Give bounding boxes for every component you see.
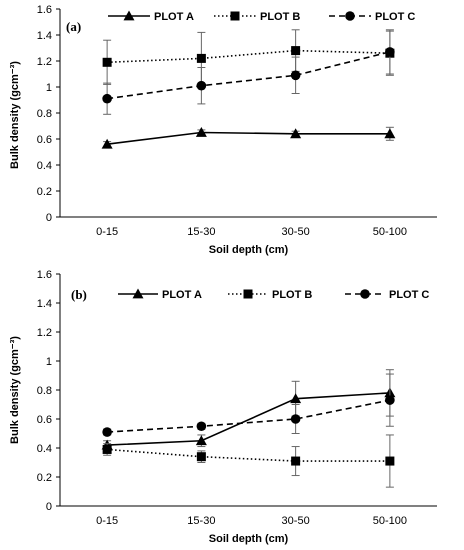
y-tick-label: 0 — [46, 501, 52, 513]
series-line — [107, 448, 390, 462]
legend-marker — [132, 288, 144, 299]
series-plot-a — [101, 369, 396, 450]
y-tick-label: 1.4 — [37, 298, 52, 310]
data-point — [384, 128, 396, 139]
series-line — [107, 392, 390, 446]
data-point — [196, 452, 206, 462]
legend-entry: PLOT C — [375, 11, 415, 23]
chart-panel-2: 0 0.2 0.4 0.6 0.8 1 1.2 1.4 1.6 0-15 15-30 30-50 50-… — [9, 269, 437, 545]
legend-entry: PLOT B — [260, 11, 300, 23]
series-plot-a — [101, 126, 396, 149]
data-point — [291, 456, 301, 466]
series-plot-c — [102, 29, 395, 115]
data-point — [102, 57, 112, 67]
series-line — [107, 399, 391, 433]
legend-marker — [123, 10, 135, 21]
panel-label: (b) — [71, 287, 87, 302]
data-point — [385, 47, 395, 57]
y-tick-label: 0.4 — [37, 443, 52, 455]
series-line — [107, 51, 391, 100]
x-tick-label: 50-100 — [373, 226, 407, 238]
data-point — [196, 421, 207, 432]
data-point — [196, 53, 206, 63]
y-tick-label: 1.6 — [37, 4, 52, 16]
data-point — [195, 435, 207, 446]
series-line — [107, 49, 390, 64]
data-point — [102, 444, 112, 454]
data-point — [102, 427, 112, 437]
panel-label: (a) — [66, 19, 81, 34]
y-tick-label: 1.6 — [37, 269, 52, 281]
x-tick-label: 0-15 — [96, 515, 118, 527]
legend-entry: PLOT A — [154, 11, 194, 23]
data-point — [196, 80, 207, 91]
x-tick-label: 15-30 — [187, 515, 215, 527]
data-point — [291, 46, 301, 56]
data-point — [290, 414, 301, 424]
y-tick-label: 0.6 — [37, 134, 52, 146]
x-tick-label: 30-50 — [282, 515, 310, 527]
series-plot-c — [102, 373, 395, 437]
legend-entry: PLOT A — [162, 289, 202, 301]
data-point — [385, 456, 395, 466]
y-tick-label: 0.8 — [37, 385, 52, 397]
y-tick-label: 0.4 — [37, 160, 52, 172]
legend: PLOT A PLOT B PLOT C — [118, 288, 429, 301]
data-point — [385, 395, 395, 405]
y-tick-label: 0 — [46, 212, 52, 224]
series-line — [107, 131, 390, 145]
x-axis-label: Soil depth (cm) — [209, 244, 289, 256]
y-axis-label: Bulk density (gcm⁻³) — [9, 61, 21, 169]
legend-marker — [230, 11, 240, 21]
y-tick-label: 1.2 — [37, 56, 52, 68]
y-tick-label: 1.2 — [37, 327, 52, 339]
legend: PLOT A PLOT B PLOT C — [108, 10, 415, 23]
y-tick-label: 0.2 — [37, 472, 52, 484]
legend-marker — [243, 289, 253, 299]
x-tick-label: 15-30 — [187, 226, 215, 238]
data-point — [290, 128, 302, 139]
legend-marker — [360, 289, 370, 299]
data-point — [102, 93, 112, 104]
data-point — [101, 138, 113, 149]
y-tick-label: 0.6 — [37, 414, 52, 426]
chart-panel-1: 0 0.2 0.4 0.6 0.8 1 1.2 1.4 1.6 0-15 15-30 30-50 50-… — [9, 4, 437, 256]
series-plot-b — [102, 29, 395, 85]
y-tick-label: 1 — [46, 356, 52, 368]
x-tick-label: 0-15 — [96, 226, 118, 238]
legend-entry: PLOT C — [389, 289, 429, 301]
y-axis-label: Bulk density (gcm⁻³) — [9, 336, 21, 444]
y-tick-label: 1.4 — [37, 30, 52, 42]
data-point — [195, 127, 207, 137]
series-plot-b — [102, 434, 395, 488]
y-tick-label: 1 — [46, 82, 52, 94]
data-point — [290, 393, 302, 404]
data-point — [290, 70, 301, 81]
y-tick-label: 0.2 — [37, 186, 52, 198]
x-axis-label: Soil depth (cm) — [209, 533, 289, 545]
legend-entry: PLOT B — [272, 289, 312, 301]
y-tick-label: 0.8 — [37, 108, 52, 120]
x-tick-label: 30-50 — [282, 226, 310, 238]
legend-marker — [345, 11, 355, 21]
x-tick-label: 50-100 — [373, 515, 407, 527]
